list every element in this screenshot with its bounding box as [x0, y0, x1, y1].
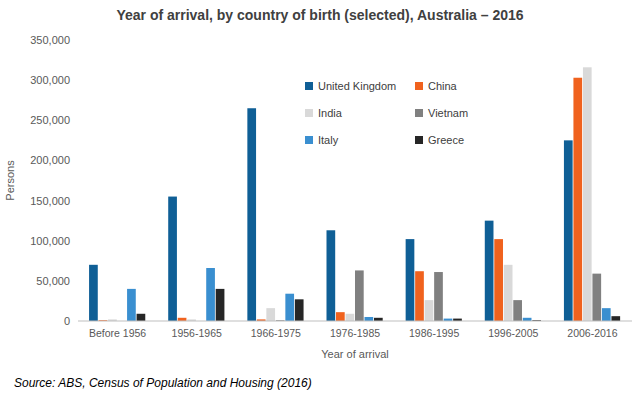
chart: Year of arrival, by country of birth (se…	[0, 0, 640, 400]
legend-swatch	[415, 109, 423, 117]
bar	[573, 78, 582, 321]
bar	[137, 314, 146, 321]
bar	[425, 300, 434, 321]
x-tick-label: Before 1956	[89, 327, 146, 339]
x-tick-label: 2006-2016	[567, 327, 617, 339]
legend-swatch	[305, 136, 313, 144]
bar	[89, 265, 98, 321]
bar	[415, 271, 424, 321]
legend-label: United Kingdom	[318, 80, 396, 92]
x-tick-label: 1996-2005	[488, 327, 538, 339]
x-tick-label: 1976-1985	[330, 327, 380, 339]
x-tick-label: 1966-1975	[251, 327, 301, 339]
x-axis-label: Year of arrival	[321, 348, 388, 360]
y-tick-label: 0	[64, 315, 70, 327]
bar	[564, 140, 573, 321]
bar	[127, 289, 136, 321]
bar	[434, 272, 443, 321]
bar	[355, 270, 364, 321]
bar	[266, 308, 275, 321]
y-axis-label: Persons	[4, 160, 16, 201]
bar	[168, 197, 177, 321]
legend-swatch	[415, 136, 423, 144]
x-axis-line	[78, 321, 632, 322]
bar	[216, 289, 225, 321]
bar	[494, 239, 503, 321]
y-tick-label: 250,000	[30, 114, 70, 126]
bar	[485, 221, 494, 321]
bar	[504, 265, 513, 321]
legend-label: China	[428, 80, 458, 92]
y-tick-label: 150,000	[30, 195, 70, 207]
legend-swatch	[305, 109, 313, 117]
y-tick-label: 200,000	[30, 154, 70, 166]
title: Year of arrival, by country of birth (se…	[116, 7, 523, 23]
legend-swatch	[415, 82, 423, 90]
legend-label: Vietnam	[428, 107, 468, 119]
x-tick-label: 1986-1995	[409, 327, 459, 339]
y-tick-label: 300,000	[30, 74, 70, 86]
source: Source: ABS, Census of Population and Ho…	[14, 376, 312, 390]
bar	[206, 268, 215, 321]
bar	[611, 316, 620, 321]
legend-label: Greece	[428, 134, 464, 146]
bar	[327, 230, 336, 321]
bars	[89, 67, 620, 321]
legend-label: Italy	[318, 134, 339, 146]
bar	[592, 274, 601, 321]
y-tick-label: 50,000	[36, 275, 70, 287]
bar	[247, 108, 256, 321]
bar	[583, 67, 592, 321]
bar	[336, 312, 345, 321]
legend-label: India	[318, 107, 343, 119]
legend-swatch	[305, 82, 313, 90]
bar	[513, 300, 522, 321]
bar	[406, 239, 415, 321]
bar	[295, 299, 304, 321]
bar	[602, 308, 611, 321]
y-tick-label: 100,000	[30, 235, 70, 247]
bar	[346, 314, 355, 321]
bar	[365, 317, 374, 321]
y-tick-label: 350,000	[30, 34, 70, 46]
x-tick-label: 1956-1965	[172, 327, 222, 339]
bar	[285, 294, 294, 321]
legend: United Kingdom China India Vietnam Italy Gree…	[305, 80, 468, 146]
